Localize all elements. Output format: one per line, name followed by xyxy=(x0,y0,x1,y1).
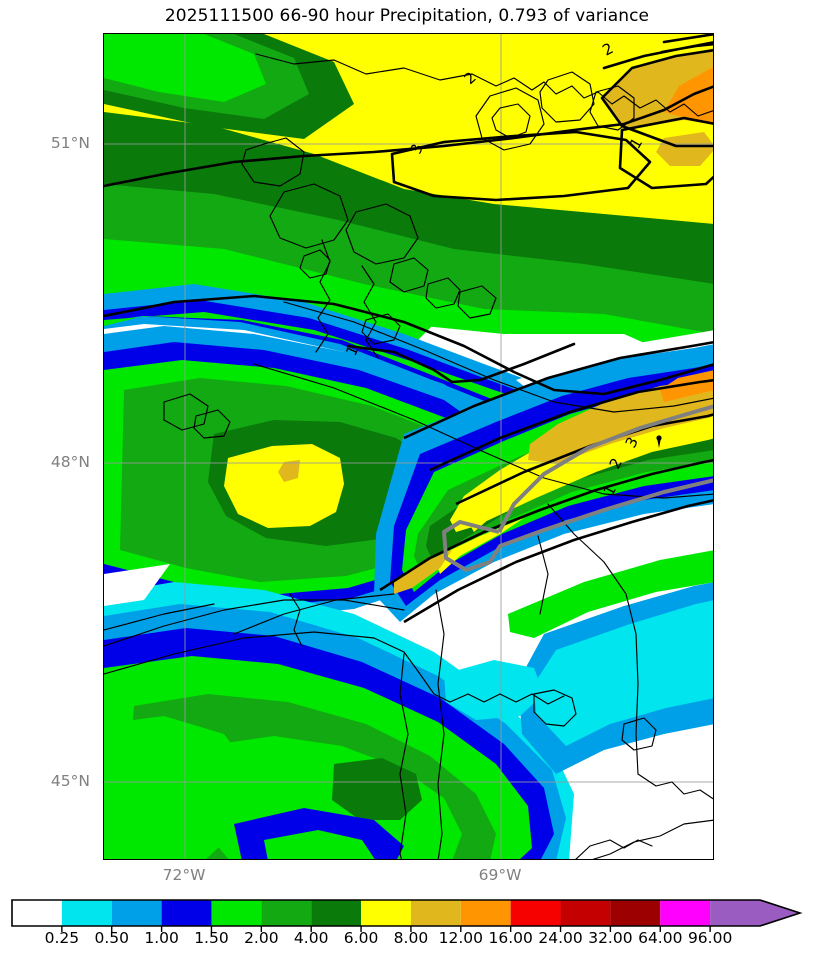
colorbar-tick-label: 96.00 xyxy=(687,929,733,947)
y-tick-label-48n: 48°N xyxy=(50,453,90,471)
colorbar-swatch-blue xyxy=(161,900,212,926)
colorbar-tick-label: 16.00 xyxy=(488,929,533,947)
y-tick-label-51n: 51°N xyxy=(50,134,90,152)
colorbar-swatch-magenta xyxy=(660,900,711,926)
colorbar-tick-label: 8.00 xyxy=(393,929,429,947)
colorbar-tick-label: 6.00 xyxy=(343,929,379,947)
colorbar-tick-label: 0.50 xyxy=(94,929,129,947)
colorbar-swatch-purple xyxy=(710,900,800,926)
colorbar-swatch-yellow xyxy=(361,900,411,926)
colorbar-tick-label: 32.00 xyxy=(588,929,633,947)
colorbar-swatch-light-blue xyxy=(111,900,162,926)
colorbar-swatch-darker-red xyxy=(610,900,661,926)
colorbar-swatch-cyan xyxy=(61,900,112,926)
colorbar-swatch-green xyxy=(261,900,312,926)
colorbar-swatches xyxy=(11,899,803,932)
colorbar-swatch-dark-red xyxy=(560,900,611,926)
colorbar-tick-label: 12.00 xyxy=(438,929,483,947)
colorbar-swatch-red xyxy=(510,900,561,926)
colorbar-swatch-orange xyxy=(460,900,511,926)
colorbar-swatch-dark-green xyxy=(311,900,362,926)
x-tick-label-69w: 69°W xyxy=(478,866,522,884)
map-plot-area[interactable]: 3 1 2 2 1 3 2 1 xyxy=(103,33,714,860)
page-title: 2025111500 66-90 hour Precipitation, 0.7… xyxy=(164,6,650,26)
precipitation-contour-map: 3 1 2 2 1 3 2 1 xyxy=(104,34,713,859)
colorbar: 0.25 0.50 1.00 1.50 2.00 4.00 6.00 8.00 12.00 16.… xyxy=(0,896,814,957)
colorbar-swatch-white xyxy=(12,900,62,926)
x-tick-label-72w: 72°W xyxy=(162,866,206,884)
colorbar-swatch-bright-green xyxy=(211,900,262,926)
colorbar-tick-label: 0.25 xyxy=(44,929,80,947)
y-tick-label-45n: 45°N xyxy=(50,772,90,790)
colorbar-tick-label: 4.00 xyxy=(293,929,329,947)
colorbar-swatch-gold xyxy=(410,900,461,926)
colorbar-tick-label: 2.00 xyxy=(244,929,279,947)
colorbar-tick-label: 1.50 xyxy=(194,929,229,947)
colorbar-tick-label: 64.00 xyxy=(638,929,683,947)
colorbar-tick-label: 24.00 xyxy=(538,929,583,947)
colorbar-tick-label: 1.00 xyxy=(144,929,179,947)
colorbar-outline xyxy=(11,899,803,927)
